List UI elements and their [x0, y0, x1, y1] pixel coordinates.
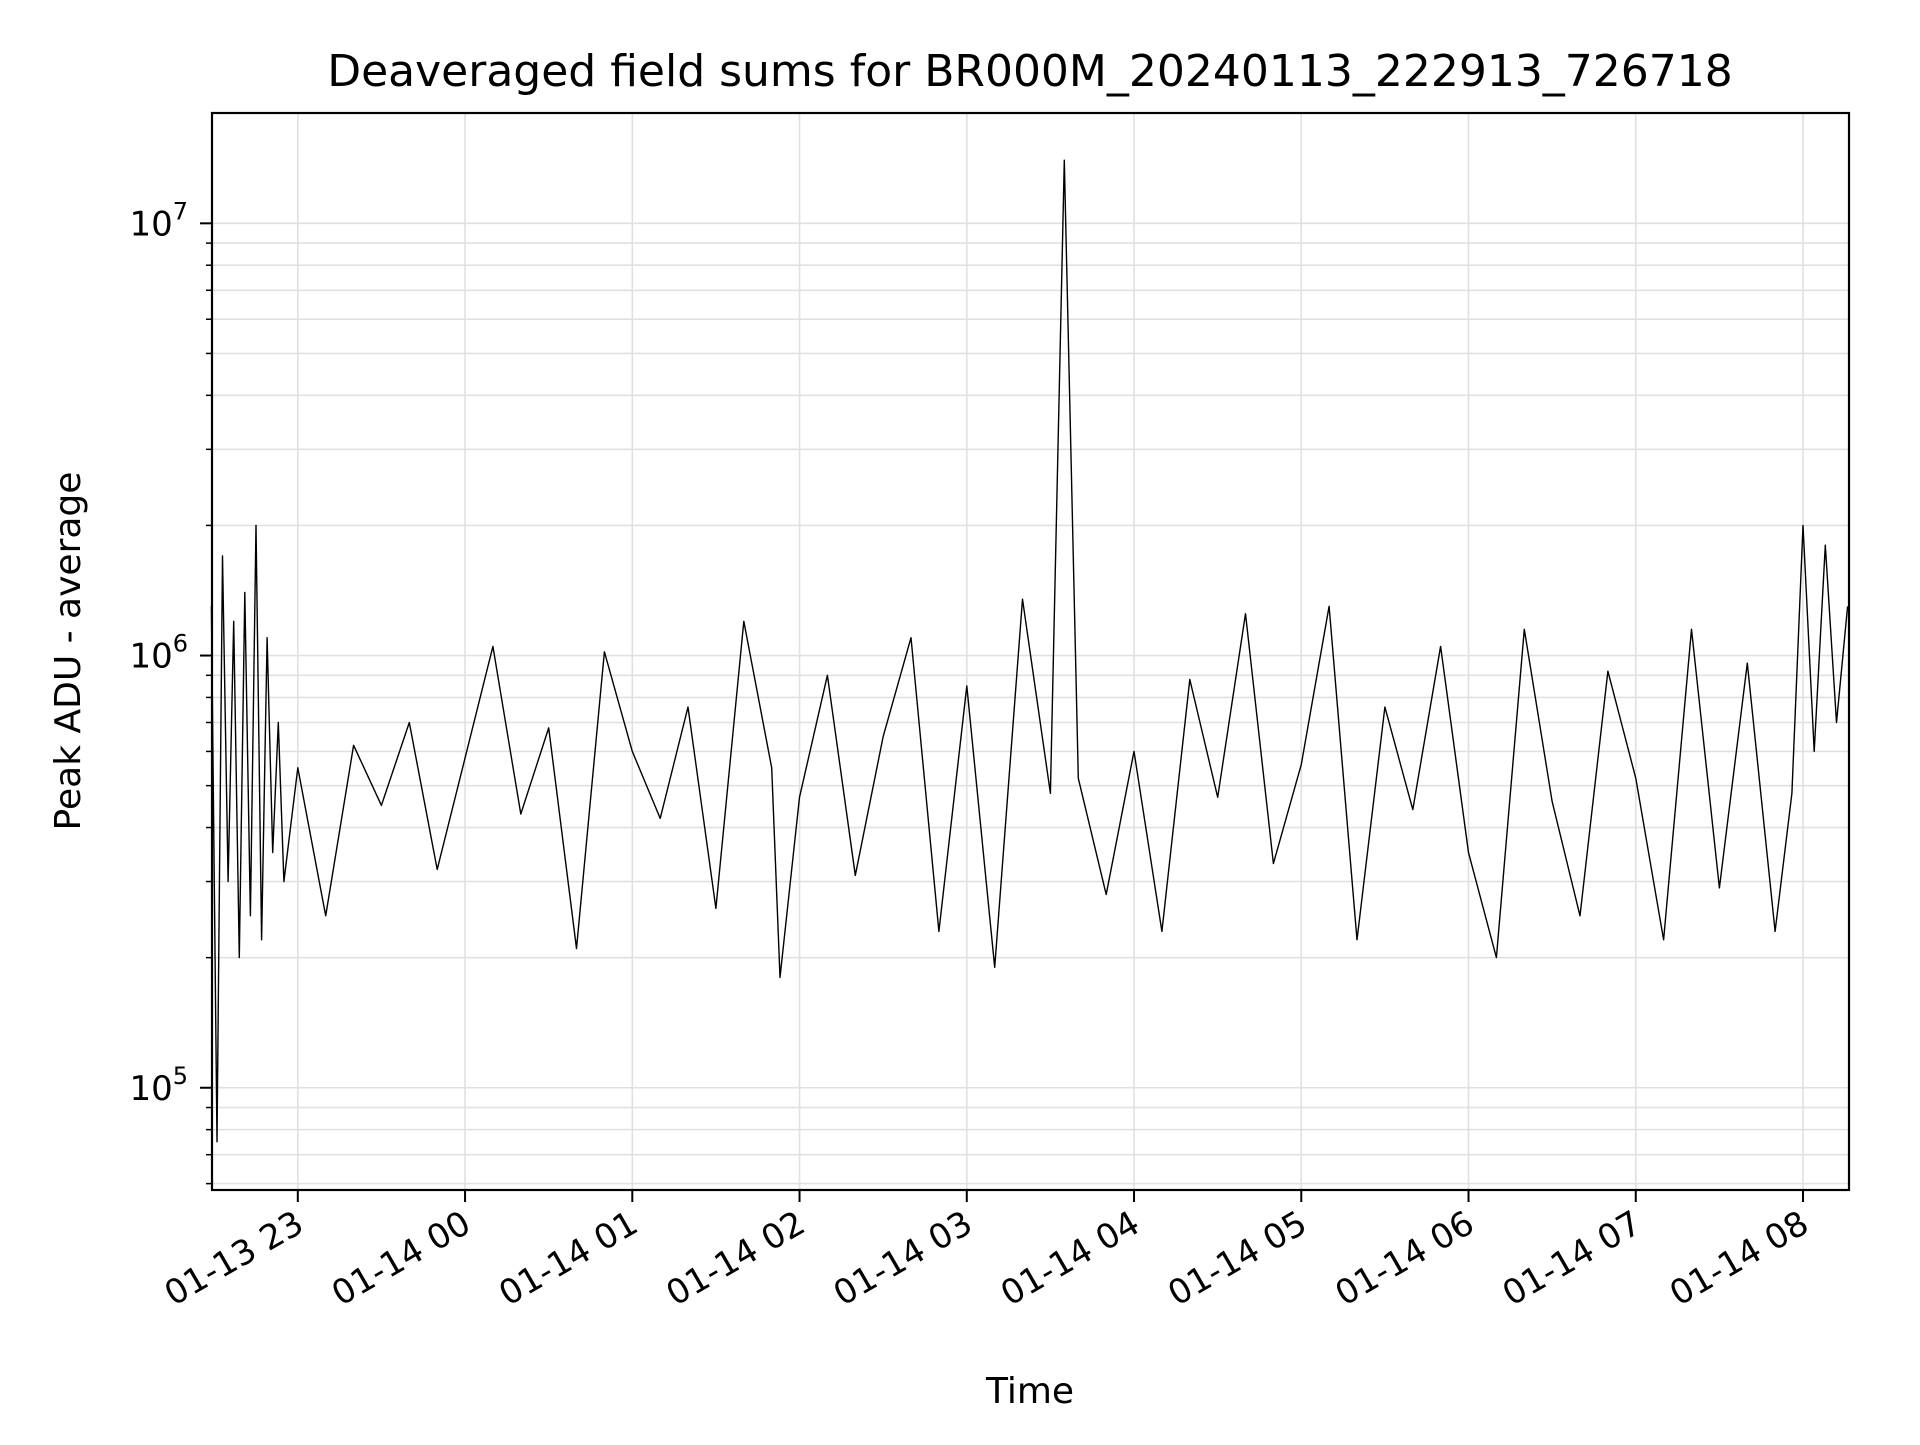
- chart-title: Deaveraged field sums for BR000M_2024011…: [327, 46, 1733, 97]
- data-layer: [210, 159, 1849, 1143]
- y-axis-label: Peak ADU - average: [48, 472, 89, 831]
- series-line: [210, 159, 1849, 1143]
- y-tick-base: 10: [129, 1069, 172, 1109]
- y-tick-exponent: 5: [173, 1062, 188, 1090]
- plot-frame: [210, 111, 1851, 1192]
- y-tick-label: 105: [129, 1062, 188, 1109]
- grid-layer: [212, 113, 1849, 1190]
- y-tick-base: 10: [129, 637, 172, 677]
- y-tick-label: 106: [129, 630, 188, 677]
- y-tick-exponent: 6: [173, 630, 188, 658]
- y-tick-exponent: 7: [173, 197, 188, 225]
- y-tick-base: 10: [129, 204, 172, 244]
- y-tick-label: 107: [129, 197, 188, 244]
- x-axis-label: Time: [985, 1371, 1074, 1412]
